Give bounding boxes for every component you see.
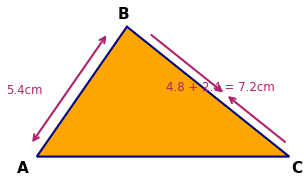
Polygon shape (37, 27, 289, 157)
Text: 4.8 + 2.4 = 7.2cm: 4.8 + 2.4 = 7.2cm (166, 81, 275, 94)
Text: B: B (118, 7, 130, 22)
Text: 5.4cm: 5.4cm (6, 84, 43, 97)
Text: C: C (291, 161, 302, 176)
Text: A: A (17, 161, 29, 176)
